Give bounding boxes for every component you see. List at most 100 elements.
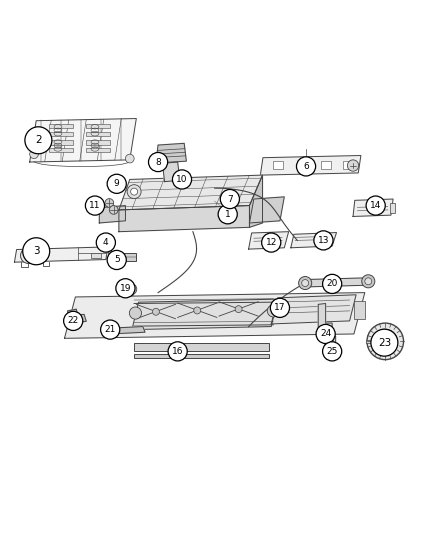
Bar [49,148,73,152]
Circle shape [174,176,185,187]
Text: 23: 23 [378,338,391,348]
Text: 16: 16 [172,347,184,356]
Polygon shape [67,309,78,316]
Polygon shape [67,314,86,323]
Bar [86,124,110,128]
Circle shape [299,277,312,289]
Bar [49,132,73,136]
Polygon shape [304,278,368,287]
Circle shape [30,150,39,158]
Circle shape [131,188,138,195]
Circle shape [173,170,191,189]
Circle shape [322,274,342,294]
Polygon shape [249,232,289,249]
Circle shape [64,311,83,330]
Circle shape [107,251,126,270]
Polygon shape [64,293,365,338]
Circle shape [125,284,137,295]
Polygon shape [250,175,262,228]
Circle shape [347,160,359,171]
Circle shape [152,308,159,315]
Circle shape [23,238,49,265]
Bar [108,245,111,254]
Circle shape [366,196,385,215]
Circle shape [194,307,201,314]
Bar [129,290,133,295]
Text: 24: 24 [320,329,331,338]
Circle shape [96,233,116,252]
Polygon shape [104,327,113,333]
Polygon shape [119,175,262,210]
Circle shape [25,252,32,260]
Circle shape [107,174,126,193]
Circle shape [21,248,36,263]
Circle shape [325,341,332,349]
Polygon shape [99,206,125,223]
Circle shape [322,342,342,361]
Bar [273,161,283,169]
Polygon shape [162,162,180,182]
Circle shape [148,152,168,172]
Text: 19: 19 [120,284,131,293]
Text: 14: 14 [370,201,381,210]
Text: 22: 22 [67,317,79,326]
Circle shape [105,199,114,207]
Text: 3: 3 [33,246,39,256]
Circle shape [297,157,316,176]
Polygon shape [30,118,136,162]
Bar [86,148,110,152]
Polygon shape [353,199,393,216]
Polygon shape [271,295,356,324]
Bar [321,161,331,169]
Circle shape [85,196,105,215]
Bar [49,140,73,144]
Bar [354,301,365,319]
Bar [91,253,102,258]
Bar [86,132,110,136]
Text: 12: 12 [265,238,277,247]
Circle shape [367,323,403,360]
Circle shape [314,231,333,250]
Circle shape [261,233,281,252]
Text: 6: 6 [303,162,309,171]
Circle shape [362,275,375,288]
Circle shape [270,298,290,318]
Polygon shape [318,303,332,333]
Polygon shape [291,232,336,248]
Text: 2: 2 [35,135,42,146]
Polygon shape [250,197,284,223]
Circle shape [235,305,242,313]
Bar [134,343,269,351]
Text: 5: 5 [114,255,120,264]
Bar [86,140,110,144]
Circle shape [371,329,398,356]
Text: 4: 4 [103,238,109,247]
Bar [49,124,73,128]
Circle shape [365,278,372,285]
Circle shape [168,342,187,361]
Text: 20: 20 [326,279,338,288]
Circle shape [104,236,115,247]
Bar [134,353,269,358]
Circle shape [316,325,335,344]
Polygon shape [156,143,186,163]
Text: 8: 8 [155,158,161,166]
Text: 21: 21 [105,325,116,334]
Text: 1: 1 [225,210,230,219]
Text: 17: 17 [274,303,286,312]
Circle shape [373,329,397,353]
Bar [390,203,395,213]
Circle shape [381,337,390,346]
Circle shape [302,279,309,287]
Polygon shape [14,247,108,262]
Circle shape [25,127,52,154]
Text: 10: 10 [176,175,188,184]
Circle shape [125,154,134,163]
Polygon shape [132,299,278,329]
Circle shape [220,189,240,208]
Circle shape [127,184,141,199]
Circle shape [101,320,120,339]
Circle shape [129,307,141,319]
Circle shape [267,305,279,317]
Polygon shape [324,336,336,356]
